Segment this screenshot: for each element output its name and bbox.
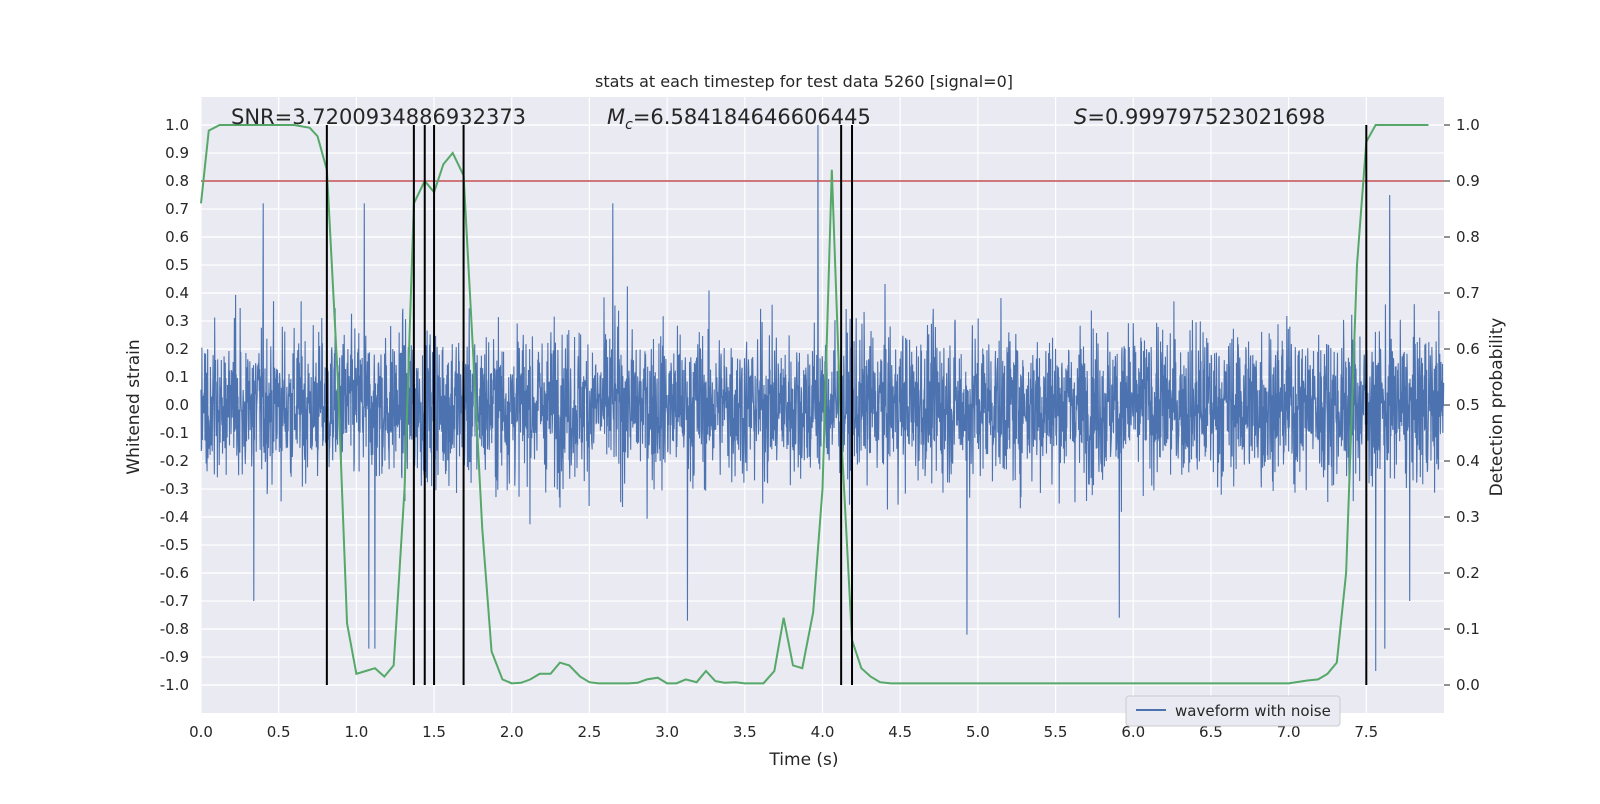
detection-lines [325,125,1368,685]
s-symbol: S [1074,105,1087,129]
y-tick-label: -0.8 [160,620,189,638]
y-tick-label: -0.9 [160,648,189,666]
y-tick-label: 0.8 [165,172,189,190]
x-tick-label: 0.5 [267,723,291,741]
y2-ticks: 1.0 0.9 0.8 0.7 0.6 0.5 0.4 0.3 0.2 0.1 0.0 [1444,116,1480,694]
x-ticks: 0.0 0.5 1.0 1.5 2.0 2.5 3.0 3.5 4.0 4.5 5.0 5.5 6.0 6… [189,723,1378,741]
y-tick-label: 0.3 [165,312,189,330]
y-tick-label: -1.0 [160,676,189,694]
y-tick-label: 0.6 [165,228,189,246]
x-tick-label: 3.0 [655,723,679,741]
y2-tick-label: 0.1 [1456,620,1480,638]
y2-axis-label: Detection probability [1487,318,1507,497]
y-tick-label: -0.6 [160,564,189,582]
y2-tick-label: 0.4 [1456,452,1480,470]
y-tick-label: -0.4 [160,508,189,526]
mc-annotation: Mc=6.584184646606445 [607,105,871,133]
legend: waveform with noise [1125,695,1341,727]
x-tick-label: 1.5 [422,723,446,741]
y2-tick-label: 0.8 [1456,228,1480,246]
x-tick-label: 7.0 [1277,723,1301,741]
y-tick-label: 0.9 [165,144,189,162]
x-axis-label: Time (s) [768,750,838,770]
x-tick-label: 1.0 [344,723,368,741]
x-tick-label: 4.5 [888,723,912,741]
x-tick-label: 6.0 [1121,723,1145,741]
x-tick-label: 5.0 [966,723,990,741]
y-tick-label: -0.1 [160,424,189,442]
chart-title: stats at each timestep for test data 526… [595,72,1013,91]
y-tick-label: -0.3 [160,480,189,498]
x-tick-label: 3.5 [733,723,757,741]
x-tick-label: 5.5 [1044,723,1068,741]
x-tick-label: 7.5 [1354,723,1378,741]
y-tick-label: 0.2 [165,340,189,358]
y-axis-label: Whitened strain [124,339,144,474]
mc-value: =6.584184646606445 [633,105,871,129]
legend-box [1125,695,1341,727]
y2-tick-label: 0.7 [1456,284,1480,302]
x-tick-label: 2.5 [578,723,602,741]
y2-tick-label: 0.0 [1456,676,1480,694]
y-tick-label: -0.2 [160,452,189,470]
mc-symbol: M [607,105,625,129]
x-tick-label: 4.0 [811,723,835,741]
y-tick-label: -0.7 [160,592,189,610]
x-tick-label: 2.0 [500,723,524,741]
y-tick-label: -0.5 [160,536,189,554]
probability-line [200,124,1429,685]
y2-tick-label: 0.3 [1456,508,1480,526]
y-tick-label: 0.5 [165,256,189,274]
y-tick-label: 0.4 [165,284,189,302]
y-ticks: 1.0 0.9 0.8 0.7 0.6 0.5 0.4 0.3 0.2 0.1 0.0 -0.1 -0.… [160,116,189,694]
x-tick-label: 0.0 [189,723,213,741]
y2-tick-label: 0.6 [1456,340,1480,358]
y-tick-label: 1.0 [165,116,189,134]
x-tick-label: 6.5 [1199,723,1223,741]
s-value: =0.999797523021698 [1087,105,1325,129]
y2-tick-label: 0.2 [1456,564,1480,582]
s-annotation: S=0.999797523021698 [1074,105,1325,129]
y2-tick-label: 1.0 [1456,116,1480,134]
snr-annotation: SNR=3.7200934886932373 [231,105,526,129]
mc-subscript: c [625,117,633,133]
probability-series [200,124,1429,685]
y-tick-label: 0.1 [165,368,189,386]
y-tick-label: 0.0 [165,396,189,414]
y2-tick-label: 0.5 [1456,396,1480,414]
legend-label: waveform with noise [1175,702,1331,720]
y-tick-label: 0.7 [165,200,189,218]
y2-tick-label: 0.9 [1456,172,1480,190]
